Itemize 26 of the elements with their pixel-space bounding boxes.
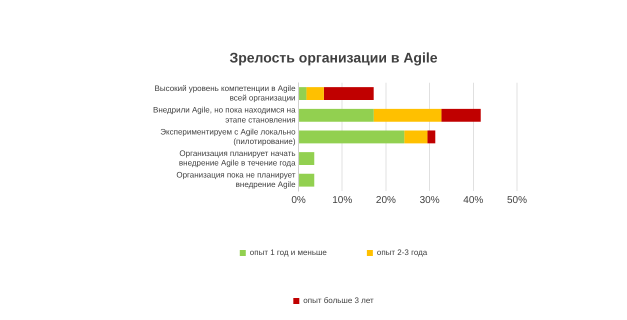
bar xyxy=(324,87,374,100)
y-tick-label: Внедрили Agile, но пока находимся на этапе становления xyxy=(152,106,296,124)
legend-label: опыт 1 год и меньше xyxy=(250,248,328,258)
x-tick-label: 20% xyxy=(376,194,396,206)
bar xyxy=(374,108,442,122)
y-tick-label: Организация планирует начать внедрение Agile в течение года xyxy=(178,148,296,168)
bar xyxy=(299,174,314,187)
bar xyxy=(306,87,324,100)
x-tick-label: 30% xyxy=(420,194,440,206)
x-tick-label: 10% xyxy=(332,194,352,206)
bar xyxy=(441,108,481,122)
legend-label: опыт 2-3 года xyxy=(376,248,428,258)
bar xyxy=(299,108,374,122)
y-tick-label: Организация пока не планирует внедрение Agile xyxy=(176,170,296,190)
bar xyxy=(404,130,428,144)
x-tick-label: 0% xyxy=(291,194,306,206)
legend-label: опыт больше 3 лет xyxy=(303,296,374,306)
bar xyxy=(299,152,314,165)
y-tick-label: Высокий уровень компетенции в Agile всей организации xyxy=(154,84,296,103)
bar xyxy=(299,130,404,144)
bar xyxy=(299,87,306,100)
chart-title: Зрелость организации в Agile xyxy=(229,49,438,66)
x-tick-label: 40% xyxy=(463,194,484,206)
x-tick-label: 50% xyxy=(506,194,528,206)
y-tick-label: Экспериментируем с Agile локально (пилотирование) xyxy=(160,127,296,146)
bar xyxy=(427,130,436,144)
